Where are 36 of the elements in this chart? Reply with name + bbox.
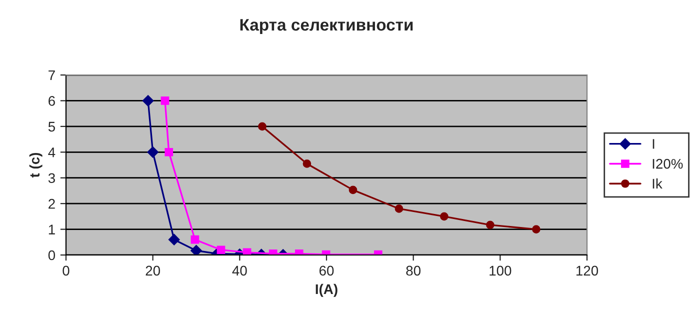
x-tick-label: 0: [62, 266, 70, 276]
point: [160, 96, 170, 105]
x-tick-label: 20: [146, 266, 160, 276]
x-tick-label: 120: [576, 266, 598, 276]
point: [348, 186, 358, 194]
point: [190, 245, 202, 255]
y-tick-label: 0: [48, 250, 56, 260]
point: [258, 122, 266, 131]
x-tick-label: 60: [319, 266, 334, 276]
x-tick-label: 40: [232, 266, 247, 276]
chart-title: Карта селективности: [240, 19, 413, 34]
point: [440, 212, 448, 221]
legend-label: I: [652, 139, 654, 149]
legend-label: Ik: [652, 178, 662, 188]
y-axis-title: t (c): [29, 152, 42, 178]
point: [164, 148, 174, 156]
y-tick-label: 5: [48, 122, 55, 132]
point: [216, 246, 226, 254]
y-tick-label: 7: [48, 70, 55, 80]
y-tick-label: 3: [48, 173, 55, 184]
x-axis-title: I(A): [316, 284, 338, 297]
point: [486, 220, 494, 230]
y-tick-label: 4: [48, 148, 56, 158]
point: [168, 234, 180, 246]
point: [190, 235, 200, 244]
point: [394, 204, 404, 213]
legend-label: I20%: [652, 158, 683, 169]
y-tick-label: 6: [48, 96, 55, 106]
x-tick-label: 100: [490, 266, 512, 276]
x-tick-label: 80: [406, 266, 421, 276]
point: [302, 160, 312, 168]
y-tick-label: 2: [48, 198, 55, 209]
point: [532, 225, 540, 234]
point: [147, 146, 158, 158]
y-tick-label: 1: [48, 224, 55, 234]
point: [142, 95, 154, 106]
